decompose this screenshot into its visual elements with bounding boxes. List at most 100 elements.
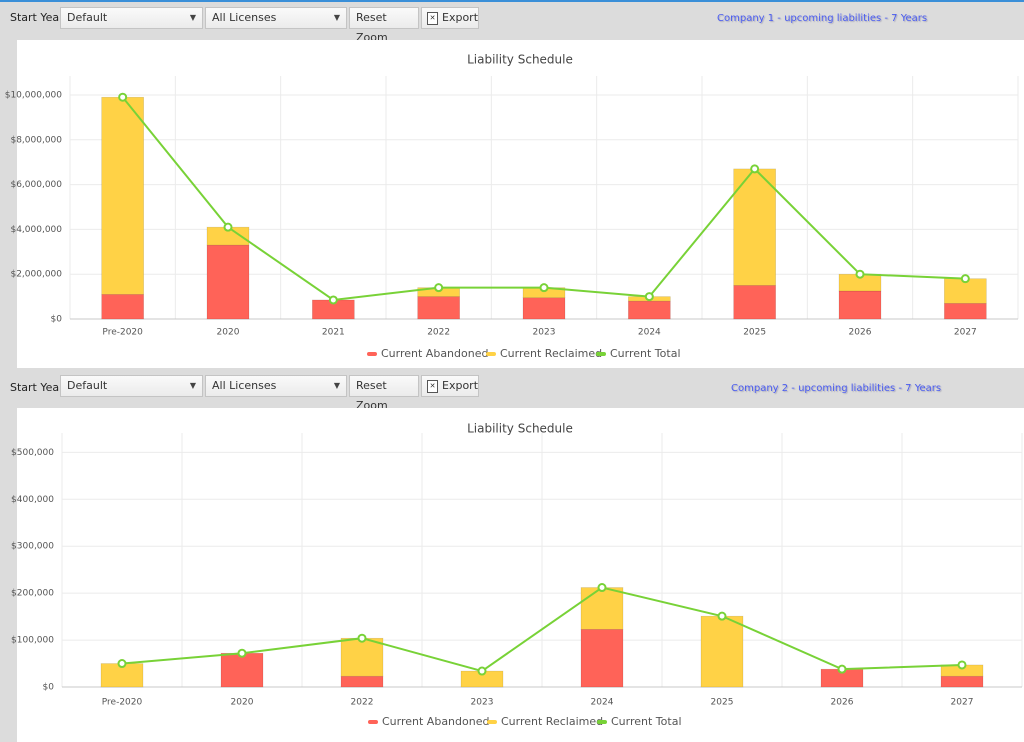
y-tick-label: $10,000,000 (5, 90, 63, 100)
point (750, 164, 760, 174)
legend-swatch (596, 352, 606, 356)
export-button[interactable]: Export ✕ (421, 375, 479, 397)
legend-label: Current Total (610, 347, 681, 360)
bar (580, 587, 624, 630)
caption: Company 1 - upcoming liabilities - 7 Yea… (717, 13, 928, 24)
x-tick-label: 2020 (231, 698, 254, 708)
start-year-label: Start Year: (10, 381, 68, 394)
point (837, 664, 847, 674)
x-tick-label: 2021 (322, 328, 345, 338)
point (328, 295, 338, 305)
line (121, 586, 963, 673)
point (855, 269, 865, 279)
y-tick-label: $4,000,000 (10, 225, 62, 235)
bar (733, 285, 776, 320)
year-select[interactable]: Default ▼ (60, 7, 203, 29)
x-tick-label: 2025 (743, 328, 766, 338)
dropdown-arrow: ▼ (189, 13, 196, 22)
point (477, 666, 487, 676)
chart: Liability Schedule $0 $100,000 $200,000 $300… (11, 408, 1024, 742)
dropdown-arrow: ▼ (333, 13, 340, 22)
y-tick-label: $6,000,000 (10, 180, 62, 190)
x-tick-label: 2027 (951, 698, 974, 708)
point (434, 283, 444, 293)
y-tick-label: $0 (43, 683, 55, 693)
x-tick-label: 2025 (711, 698, 734, 708)
legend-label: Current Abandoned (381, 347, 488, 360)
y-tick-label: $200,000 (11, 589, 54, 599)
point (644, 292, 654, 302)
license-select[interactable]: All Licenses ▼ (205, 375, 347, 397)
y-tick-label: $500,000 (11, 448, 54, 458)
bar (220, 652, 264, 688)
x-tick-label: 2022 (427, 328, 450, 338)
chart: Liability Schedule $0 $2,000,000 $4,000,000… (5, 40, 1024, 368)
point (960, 274, 970, 284)
bar (944, 303, 987, 320)
bar (340, 675, 384, 688)
legend-swatch (486, 352, 496, 356)
chart-background (17, 408, 1024, 742)
bar (628, 300, 671, 320)
legend-swatch (367, 352, 377, 356)
y-tick-label: $400,000 (11, 495, 54, 505)
legend-swatch (487, 720, 497, 724)
select-text: All Licenses (212, 379, 277, 392)
point (223, 222, 233, 232)
y-tick-label: $0 (51, 315, 63, 325)
reset-zoom-button[interactable]: Reset Zoom (349, 7, 419, 44)
x-tick-label: Pre-2020 (102, 698, 143, 708)
start-year-label: Start Year: (10, 11, 68, 24)
x-tick-label: 2026 (849, 328, 872, 338)
x-tick-label: 2024 (591, 698, 614, 708)
chart-title: Liability Schedule (467, 53, 573, 67)
bar (340, 637, 384, 677)
bar (838, 290, 882, 320)
legend-label: Current Reclaimed (500, 347, 602, 360)
bar (206, 244, 250, 320)
point (957, 660, 967, 670)
point (717, 611, 727, 621)
legend-swatch (368, 720, 378, 724)
point (357, 633, 367, 643)
legend-swatch (597, 720, 607, 724)
x-tick-label: 2024 (638, 328, 661, 338)
export-icon: ✕ (427, 12, 438, 25)
legend-label: Current Total (611, 715, 682, 728)
x-tick-label: 2026 (831, 698, 854, 708)
y-tick-label: $100,000 (11, 636, 54, 646)
dropdown-arrow: ▼ (333, 381, 340, 390)
bar (733, 168, 776, 286)
point (597, 583, 607, 593)
export-button[interactable]: Export ✕ (421, 7, 479, 29)
legend-label: Current Abandoned (382, 715, 489, 728)
select-text: All Licenses (212, 11, 277, 24)
select-text: Default (67, 379, 108, 392)
y-tick-label: $8,000,000 (10, 135, 62, 145)
bar (101, 96, 144, 295)
select-text: Default (67, 11, 108, 24)
license-select[interactable]: All Licenses ▼ (205, 7, 347, 29)
bar (700, 615, 744, 688)
y-tick-label: $300,000 (11, 542, 54, 552)
reset-zoom-button[interactable]: Reset Zoom (349, 375, 419, 412)
bar (940, 675, 984, 688)
top-border (0, 0, 1024, 2)
bar (101, 294, 144, 320)
y-tick-label: $2,000,000 (10, 270, 62, 280)
x-tick-label: Pre-2020 (102, 328, 143, 338)
point (117, 659, 127, 669)
legend-label: Current Reclaimed (501, 715, 603, 728)
dropdown-arrow: ▼ (189, 381, 196, 390)
x-tick-label: 2027 (954, 328, 977, 338)
bar (522, 297, 566, 320)
x-tick-label: 2022 (351, 698, 374, 708)
bar (580, 628, 624, 688)
year-select[interactable]: Default ▼ (60, 375, 203, 397)
x-tick-label: 2023 (471, 698, 494, 708)
bar (417, 296, 460, 320)
point (539, 283, 549, 293)
point (237, 648, 247, 658)
caption: Company 2 - upcoming liabilities - 7 Yea… (731, 383, 942, 394)
